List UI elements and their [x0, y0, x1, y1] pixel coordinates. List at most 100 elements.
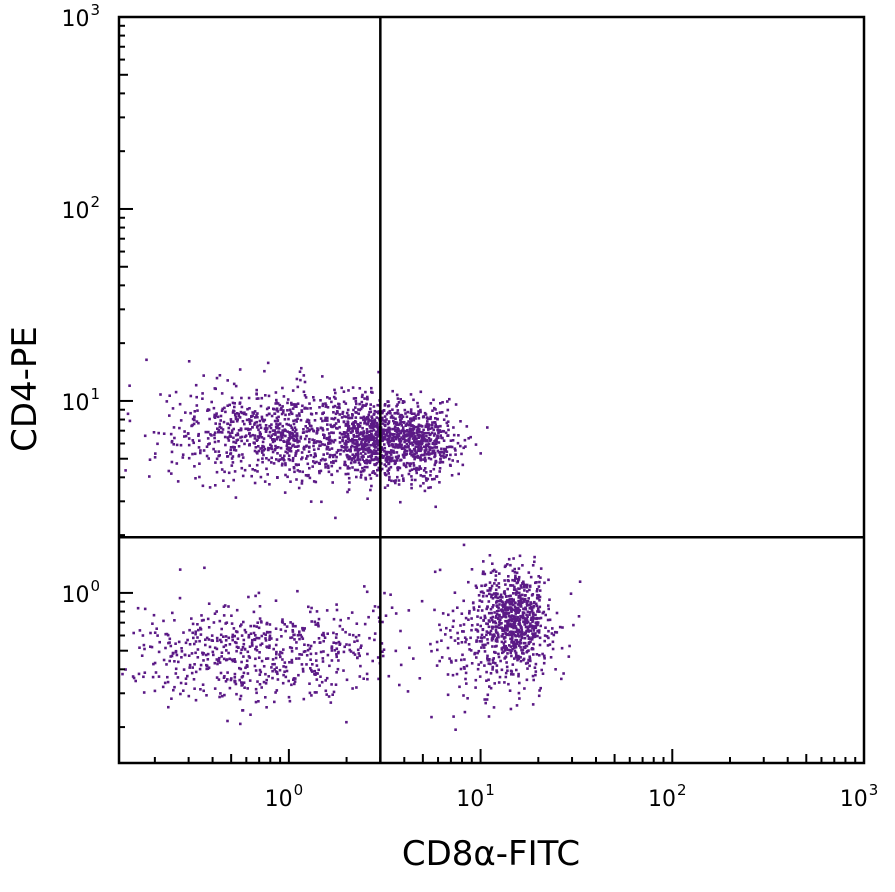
scatter-point [172, 688, 175, 692]
scatter-point [531, 564, 535, 567]
scatter-point [431, 478, 434, 481]
scatter-point [234, 415, 238, 419]
scatter-point [397, 429, 401, 433]
scatter-point [317, 637, 321, 640]
scatter-point [410, 433, 413, 437]
scatter-point [232, 420, 235, 423]
scatter-point [325, 437, 329, 441]
scatter-point [362, 450, 365, 453]
scatter-point [463, 636, 467, 639]
scatter-point [200, 614, 203, 617]
scatter-point [262, 665, 266, 668]
scatter-point [387, 462, 390, 466]
scatter-point [367, 413, 370, 417]
scatter-point [310, 670, 314, 673]
scatter-point [514, 645, 518, 649]
scatter-point [259, 670, 263, 674]
scatter-point [350, 439, 354, 443]
scatter-point [437, 441, 441, 444]
scatter-point [284, 463, 287, 467]
scatter-point [318, 470, 321, 473]
scatter-point [321, 375, 324, 378]
scatter-point [500, 634, 504, 638]
scatter-point [446, 646, 450, 650]
scatter-point [354, 400, 358, 403]
scatter-point [245, 418, 249, 422]
scatter-point [527, 641, 531, 645]
scatter-point [170, 440, 174, 444]
scatter-point [452, 433, 456, 437]
scatter-point [539, 624, 542, 628]
scatter-point [500, 600, 504, 603]
scatter-point [384, 458, 388, 462]
scatter-point [432, 467, 436, 471]
scatter-point [429, 402, 433, 405]
scatter-point [187, 443, 191, 447]
scatter-point [488, 592, 491, 596]
scatter-point [132, 631, 135, 635]
scatter-point [279, 438, 282, 441]
y-tick-base: 10 [61, 7, 89, 32]
scatter-point [240, 623, 243, 626]
scatter-point [482, 646, 486, 649]
scatter-point [444, 455, 447, 459]
scatter-point [205, 664, 209, 668]
scatter-point [524, 607, 528, 611]
scatter-point [246, 687, 249, 690]
scatter-point [295, 414, 299, 417]
scatter-point [227, 485, 230, 488]
scatter-point [431, 442, 435, 445]
scatter-point [535, 604, 539, 608]
scatter-point [532, 635, 536, 639]
scatter-point [264, 637, 267, 640]
scatter-point [369, 488, 372, 492]
scatter-point [424, 443, 428, 447]
scatter-point [219, 461, 223, 464]
scatter-point [516, 615, 520, 619]
scatter-point [569, 592, 573, 595]
scatter-point [269, 436, 272, 439]
scatter-point [493, 682, 496, 685]
scatter-point [170, 472, 173, 475]
scatter-point [197, 421, 200, 425]
scatter-point [420, 425, 424, 428]
scatter-point [248, 443, 251, 447]
scatter-point [524, 619, 528, 623]
scatter-point [510, 625, 514, 629]
scatter-point [490, 611, 493, 615]
scatter-point [423, 432, 426, 435]
scatter-point [222, 657, 226, 661]
scatter-point [354, 454, 358, 457]
scatter-point [490, 639, 494, 642]
scatter-point [527, 597, 530, 600]
scatter-point [350, 444, 354, 448]
scatter-point [509, 594, 512, 598]
scatter-point [191, 439, 195, 442]
scatter-point [518, 681, 521, 685]
scatter-point [500, 647, 504, 650]
scatter-point [281, 433, 285, 437]
scatter-point [234, 441, 238, 445]
scatter-point [456, 631, 459, 635]
scatter-point [229, 418, 233, 421]
scatter-point [524, 583, 527, 587]
scatter-point [229, 420, 233, 424]
scatter-point [490, 637, 494, 640]
scatter-point [419, 484, 422, 488]
scatter-point [498, 572, 501, 575]
scatter-point [361, 438, 364, 441]
scatter-point [256, 452, 259, 455]
scatter-point [447, 428, 450, 432]
scatter-point [512, 614, 515, 618]
scatter-point [217, 428, 221, 432]
scatter-point [528, 603, 531, 607]
scatter-point [355, 475, 358, 479]
scatter-point [306, 643, 310, 647]
scatter-point [509, 707, 513, 711]
scatter-point [517, 674, 520, 678]
scatter-point [342, 650, 346, 654]
scatter-point [424, 471, 428, 474]
scatter-point [361, 426, 364, 430]
scatter-point [236, 637, 240, 640]
scatter-point [390, 414, 394, 418]
